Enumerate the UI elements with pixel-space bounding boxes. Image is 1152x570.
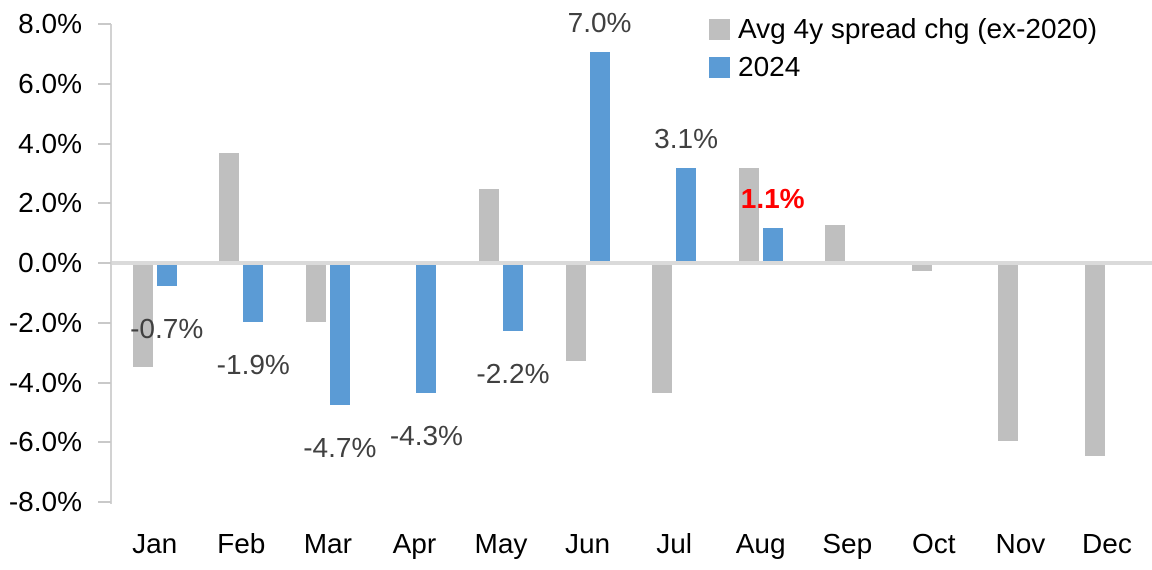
legend-item-2024: 2024: [709, 51, 801, 82]
y-axis-tick: [98, 262, 112, 264]
y-axis-tick-label: 4.0%: [18, 127, 82, 159]
y-axis-tick-label: -6.0%: [8, 426, 82, 458]
bar-avg-jun: [565, 265, 586, 361]
x-axis-label-may: May: [474, 528, 528, 559]
y-axis-tick-label: 8.0%: [18, 8, 82, 39]
legend-label-avg-4y-spread: Avg 4y spread chg (ex-2020): [738, 13, 1098, 44]
x-axis-label-jul: Jul: [656, 528, 692, 559]
data-label-aug: 1.1%: [740, 183, 805, 215]
y-axis-tick: [98, 202, 112, 205]
y-axis-tick-label: 0.0%: [18, 247, 82, 278]
data-label-jan: -0.7%: [130, 312, 204, 344]
bar-avg-aug: [738, 168, 759, 261]
y-axis-tick: [98, 321, 112, 324]
bar-2024-jan: [156, 265, 177, 286]
bar-2024-may: [502, 265, 523, 331]
x-axis-label-aug: Aug: [735, 528, 786, 559]
data-label-mar: -4.7%: [303, 432, 377, 464]
y-axis-line: [110, 24, 113, 504]
bar-avg-oct: [911, 265, 932, 271]
y-axis-tick-label: -8.0%: [8, 486, 82, 517]
x-axis-label-jan: Jan: [132, 528, 178, 559]
x-axis-label-nov: Nov: [995, 528, 1046, 559]
bar-avg-nov: [998, 265, 1019, 442]
bar-avg-jul: [652, 265, 673, 394]
bar-2024-mar: [329, 265, 350, 406]
x-axis-label-dec: Dec: [1082, 528, 1132, 559]
y-axis-tick-label: 6.0%: [18, 67, 82, 99]
y-axis-tick-label: 2.0%: [18, 187, 82, 219]
y-axis-tick-label: -2.0%: [8, 306, 82, 338]
y-axis-tick: [98, 23, 112, 25]
x-axis-label-apr: Apr: [392, 528, 437, 559]
y-axis-tick: [98, 501, 112, 503]
y-axis-tick: [98, 441, 112, 444]
y-axis-tick: [98, 381, 112, 384]
bar-2024-aug: [762, 228, 783, 261]
bar-2024-feb: [243, 265, 264, 322]
bar-avg-feb: [219, 153, 240, 261]
bar-avg-may: [478, 189, 499, 261]
bar-avg-jan: [132, 265, 153, 367]
legend-swatch-gray: [709, 18, 730, 40]
bar-avg-dec: [1084, 265, 1105, 457]
bar-2024-apr: [416, 265, 437, 394]
legend-label-2024: 2024: [738, 51, 801, 82]
data-label-feb: -1.9%: [216, 348, 290, 380]
x-axis-label-feb: Feb: [217, 528, 266, 559]
x-axis-label-jun: Jun: [564, 528, 611, 559]
legend-item-avg-4y-spread: Avg 4y spread chg (ex-2020): [709, 13, 1098, 44]
data-label-jun: 7.0%: [567, 6, 632, 38]
data-label-jul: 3.1%: [654, 123, 719, 155]
y-axis-tick: [98, 82, 112, 85]
zero-gridline: [111, 261, 1152, 265]
y-axis-tick-label: -4.0%: [8, 366, 82, 398]
x-axis-label-oct: Oct: [912, 528, 956, 559]
data-label-apr: -4.3%: [389, 420, 463, 452]
bar-2024-jul: [676, 168, 697, 261]
bar-2024-jun: [589, 51, 610, 261]
y-axis-tick: [98, 142, 112, 145]
bar-avg-sep: [825, 225, 846, 261]
x-axis-label-sep: Sep: [822, 528, 873, 559]
x-axis-label-mar: Mar: [303, 528, 352, 559]
legend-swatch-blue: [709, 56, 730, 78]
data-label-may: -2.2%: [476, 357, 550, 389]
bar-avg-mar: [305, 265, 326, 322]
